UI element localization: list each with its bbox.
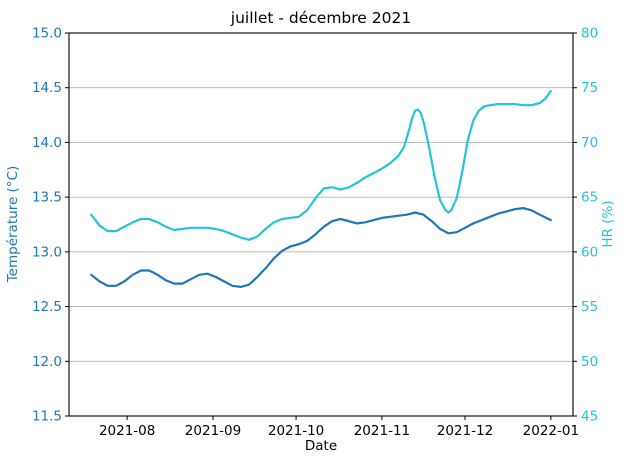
right-tick-label: 65: [581, 190, 598, 206]
right-tick-label: 75: [581, 80, 598, 96]
left-tick-label: 14.0: [32, 135, 62, 151]
axis-ticks: [65, 32, 577, 420]
left-tick-label: 15.0: [32, 26, 62, 42]
x-tick-label: 2021-10: [268, 423, 324, 439]
x-tick-label: 2021-12: [437, 423, 493, 439]
plot-border: [68, 32, 574, 417]
right-tick-label: 55: [581, 299, 598, 315]
series-lines: [90, 89, 552, 288]
y-axis-label-right: HR (%): [600, 200, 616, 247]
x-tick-label: 2021-09: [185, 423, 241, 439]
x-tick-labels: 2021-08 2021-09 2021-10 2021-11 2021-12 2022-…: [99, 423, 579, 439]
right-tick-labels: 80 75 70 65 60 55 50 45: [581, 26, 598, 425]
left-tick-label: 12.5: [32, 299, 62, 315]
x-tick-label: 2022-01: [523, 423, 579, 439]
x-axis-label: Date: [305, 438, 337, 454]
right-tick-label: 70: [581, 135, 598, 151]
line-hr: [90, 89, 552, 241]
chart-title: juillet - décembre 2021: [230, 9, 411, 27]
left-tick-label: 13.0: [32, 244, 62, 260]
x-tick-label: 2021-11: [354, 423, 410, 439]
right-tick-label: 50: [581, 354, 598, 370]
gridlines: [69, 32, 573, 417]
left-tick-label: 12.0: [32, 354, 62, 370]
left-tick-label: 14.5: [32, 80, 62, 96]
left-tick-label: 11.5: [32, 409, 62, 425]
left-tick-labels: 15.0 14.5 14.0 13.5 13.0 12.5 12.0 11.5: [32, 26, 62, 425]
left-tick-label: 13.5: [32, 190, 62, 206]
line-température: [90, 207, 552, 288]
right-tick-label: 80: [581, 26, 598, 42]
x-tick-label: 2021-08: [99, 423, 155, 439]
right-tick-label: 45: [581, 409, 598, 425]
y-axis-label-left: Température (°C): [5, 166, 21, 284]
right-tick-label: 60: [581, 244, 598, 260]
